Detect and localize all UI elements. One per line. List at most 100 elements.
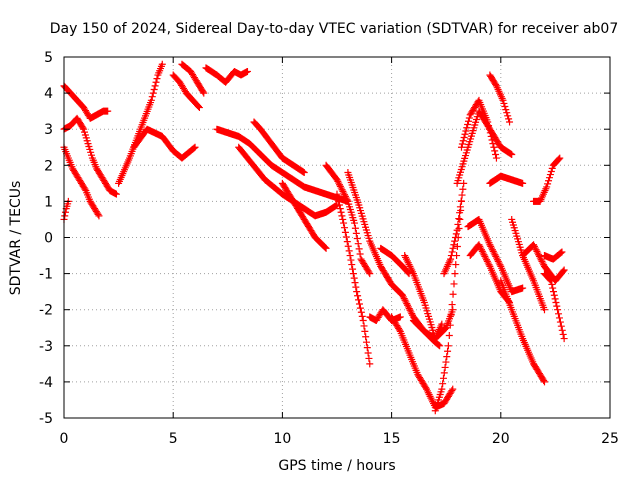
data-point <box>492 154 500 162</box>
y-tick-label: 1 <box>44 194 53 210</box>
data-point <box>396 313 404 321</box>
data-point <box>555 155 563 163</box>
chart-title: Day 150 of 2024, Sidereal Day-to-day VTE… <box>50 21 619 37</box>
data-point <box>483 257 491 265</box>
data-point <box>555 310 563 318</box>
data-point <box>519 284 527 292</box>
data-point <box>447 255 455 263</box>
satellite-track-34 <box>540 270 568 343</box>
data-point <box>152 78 160 86</box>
data-point <box>407 308 415 316</box>
data-point <box>558 248 566 256</box>
data-point <box>537 256 545 264</box>
satellite-track-17 <box>366 306 404 325</box>
data-point <box>402 298 410 306</box>
data-point <box>530 241 538 249</box>
x-tick-label: 15 <box>383 431 401 447</box>
y-tick-label: -2 <box>39 303 53 319</box>
data-point <box>556 154 564 162</box>
data-point <box>536 254 544 262</box>
data-point <box>361 327 369 335</box>
data-point <box>337 208 345 216</box>
data-point <box>341 191 349 199</box>
data-point <box>453 243 461 251</box>
data-point <box>560 266 568 274</box>
data-point <box>366 360 374 368</box>
data-point <box>350 219 358 227</box>
satellite-track-21 <box>409 317 444 350</box>
data-point <box>343 238 351 246</box>
data-point <box>465 114 473 122</box>
data-point <box>352 229 360 237</box>
data-point <box>534 249 542 257</box>
data-point <box>339 215 347 223</box>
satellite-track-5 <box>115 60 166 187</box>
satellite-track-7 <box>169 71 203 112</box>
data-point <box>476 242 484 250</box>
data-point <box>399 293 407 301</box>
data-point <box>340 189 348 197</box>
data-point <box>453 226 461 234</box>
data-point <box>452 230 460 238</box>
data-point <box>485 122 493 130</box>
data-point <box>448 248 456 256</box>
data-point <box>341 192 349 200</box>
data-point <box>364 349 372 357</box>
data-point <box>61 212 69 220</box>
x-tick-label: 25 <box>601 431 619 447</box>
data-point <box>559 267 567 275</box>
data-point <box>363 344 371 352</box>
data-point <box>549 284 557 292</box>
data-point <box>338 212 346 220</box>
satellite-track-8 <box>178 60 208 97</box>
data-point <box>493 256 501 264</box>
data-point <box>547 277 555 285</box>
data-point <box>150 85 158 93</box>
data-point <box>548 280 556 288</box>
satellite-track-6 <box>130 125 199 162</box>
data-point <box>443 353 451 361</box>
x-tick-label: 10 <box>273 431 291 447</box>
data-point <box>347 256 355 264</box>
satellite-track-9 <box>202 64 251 86</box>
data-point <box>558 326 566 334</box>
data-point <box>458 191 466 199</box>
data-point <box>441 363 449 371</box>
satellite-track-13 <box>278 179 330 252</box>
data-point <box>366 270 374 278</box>
data-point <box>81 185 89 193</box>
data-point <box>483 256 491 264</box>
data-point <box>151 82 159 90</box>
data-point <box>464 121 472 129</box>
data-point <box>441 325 449 333</box>
data-point <box>488 246 496 254</box>
data-point <box>450 241 458 249</box>
data-point <box>485 261 493 269</box>
data-point <box>448 301 456 309</box>
data-point <box>444 347 452 355</box>
data-point <box>487 132 495 140</box>
data-point <box>492 150 500 158</box>
data-point <box>559 330 567 338</box>
data-point <box>438 320 446 328</box>
data-point <box>491 251 499 259</box>
data-point <box>484 118 492 126</box>
data-point <box>335 197 343 205</box>
data-point <box>557 322 565 330</box>
data-point <box>475 241 483 249</box>
satellite-track-25 <box>457 96 500 162</box>
data-point <box>450 280 458 288</box>
data-point <box>355 296 363 304</box>
data-point <box>355 300 363 308</box>
data-point <box>456 215 464 223</box>
satellite-track-1 <box>60 82 112 122</box>
y-tick-label: 3 <box>44 122 53 138</box>
data-point <box>462 127 470 135</box>
data-point <box>94 210 102 218</box>
data-point <box>457 197 465 205</box>
data-points <box>60 60 568 415</box>
data-point <box>444 342 452 350</box>
data-point <box>477 244 485 252</box>
data-point <box>112 190 120 198</box>
